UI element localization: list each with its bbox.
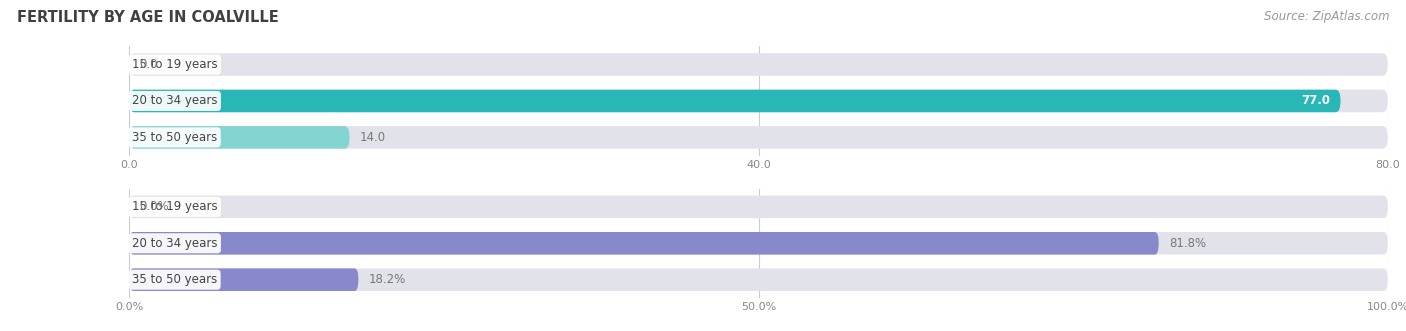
Text: 15 to 19 years: 15 to 19 years (132, 58, 218, 71)
Text: 77.0: 77.0 (1302, 94, 1330, 108)
FancyBboxPatch shape (129, 90, 1340, 112)
Text: 81.8%: 81.8% (1168, 237, 1206, 250)
FancyBboxPatch shape (129, 268, 359, 291)
FancyBboxPatch shape (129, 90, 1388, 112)
Text: 0.0%: 0.0% (139, 200, 169, 213)
FancyBboxPatch shape (129, 53, 1388, 76)
FancyBboxPatch shape (129, 232, 1388, 255)
Text: 35 to 50 years: 35 to 50 years (132, 131, 217, 144)
FancyBboxPatch shape (129, 126, 1388, 149)
Text: Source: ZipAtlas.com: Source: ZipAtlas.com (1264, 10, 1389, 23)
Text: 20 to 34 years: 20 to 34 years (132, 237, 218, 250)
FancyBboxPatch shape (129, 268, 1388, 291)
Text: 20 to 34 years: 20 to 34 years (132, 94, 218, 108)
Text: FERTILITY BY AGE IN COALVILLE: FERTILITY BY AGE IN COALVILLE (17, 10, 278, 25)
FancyBboxPatch shape (129, 196, 1388, 218)
FancyBboxPatch shape (129, 126, 350, 149)
Text: 15 to 19 years: 15 to 19 years (132, 200, 218, 213)
Text: 35 to 50 years: 35 to 50 years (132, 273, 217, 286)
Text: 14.0: 14.0 (360, 131, 385, 144)
Text: 18.2%: 18.2% (368, 273, 406, 286)
FancyBboxPatch shape (129, 232, 1159, 255)
Text: 0.0: 0.0 (139, 58, 157, 71)
